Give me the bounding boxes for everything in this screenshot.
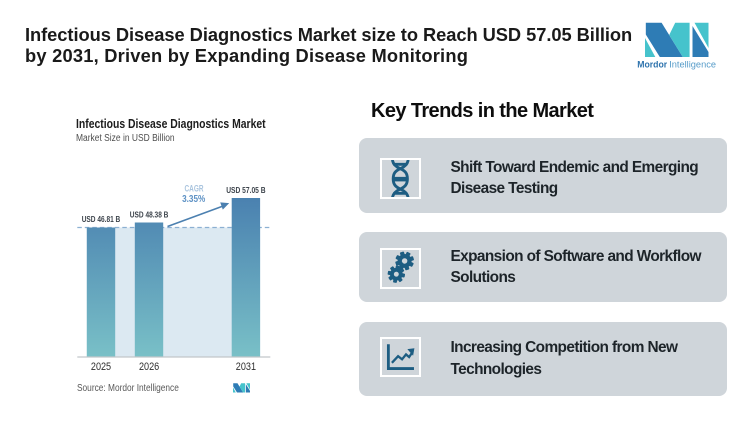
svg-text:Intelligence: Intelligence (669, 60, 716, 71)
svg-text:3.35%: 3.35% (182, 194, 205, 205)
svg-text:2031: 2031 (236, 361, 256, 373)
svg-text:USD 48.38 B: USD 48.38 B (130, 210, 169, 220)
svg-text:Mordor: Mordor (637, 60, 667, 71)
svg-text:USD 46.81 B: USD 46.81 B (82, 214, 121, 224)
svg-text:2025: 2025 (91, 361, 111, 373)
svg-text:USD 57.05 B: USD 57.05 B (226, 185, 265, 195)
svg-text:CAGR: CAGR (185, 183, 204, 193)
svg-text:2026: 2026 (139, 361, 159, 373)
